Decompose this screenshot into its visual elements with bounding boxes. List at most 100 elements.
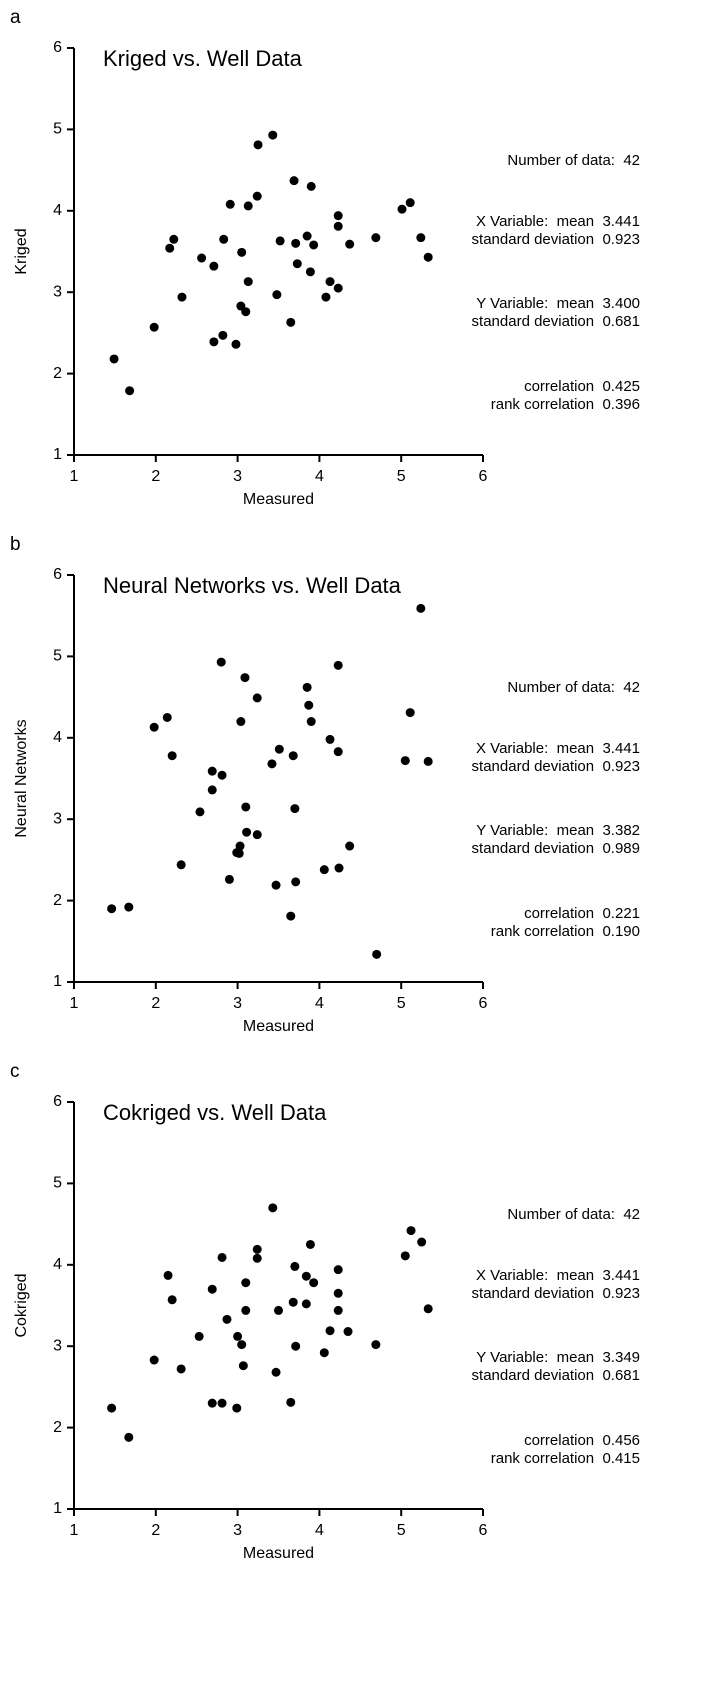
stat-annotation: Number of data: 42 xyxy=(507,152,640,169)
point xyxy=(237,1340,247,1350)
point xyxy=(333,747,343,757)
y-tick-label: 6 xyxy=(53,566,62,583)
stat-annotation: correlation 0.456 xyxy=(524,1432,640,1449)
point xyxy=(274,1305,283,1315)
x-axis-label: Measured xyxy=(243,491,314,508)
point xyxy=(169,234,179,244)
point xyxy=(275,236,285,246)
point xyxy=(423,756,433,766)
point xyxy=(238,1361,248,1371)
y-tick-label: 4 xyxy=(53,1256,62,1273)
panel-label: c xyxy=(10,1061,20,1082)
point xyxy=(176,1364,186,1374)
x-tick-label: 1 xyxy=(70,995,79,1012)
point xyxy=(149,1355,159,1365)
point xyxy=(162,712,172,722)
point xyxy=(302,682,312,692)
point xyxy=(217,1252,227,1262)
point xyxy=(290,1261,300,1271)
x-tick-label: 5 xyxy=(397,1522,406,1539)
point xyxy=(319,865,329,875)
x-tick-label: 5 xyxy=(397,468,406,485)
point xyxy=(334,863,344,873)
x-tick-label: 6 xyxy=(479,995,488,1012)
point xyxy=(217,770,227,780)
point xyxy=(149,322,159,332)
point xyxy=(107,1403,117,1413)
stat-annotation: X Variable: mean 3.441 xyxy=(476,1267,640,1284)
point xyxy=(345,239,355,249)
x-tick-label: 1 xyxy=(70,468,79,485)
y-axis-label: Cokriged xyxy=(13,1273,30,1337)
stat-annotation: Y Variable: mean 3.382 xyxy=(476,822,640,839)
point xyxy=(216,657,226,667)
stat-annotation: standard deviation 0.681 xyxy=(472,1367,640,1384)
point xyxy=(253,140,263,150)
point xyxy=(125,386,135,396)
chart-panel: c Cokriged vs. Well Data 1 2 3 4 5 6 1 2 3 4 5 6 Measu… xyxy=(10,1061,640,1562)
stat-annotation: Y Variable: mean 3.349 xyxy=(476,1349,640,1366)
point xyxy=(241,307,251,317)
point xyxy=(291,1341,301,1351)
y-axis-label: Kriged xyxy=(13,228,30,274)
point xyxy=(217,1398,227,1408)
point xyxy=(124,1432,134,1442)
stat-annotation: standard deviation 0.923 xyxy=(472,231,640,248)
point xyxy=(309,240,319,250)
point xyxy=(124,902,134,912)
point xyxy=(165,243,175,253)
point xyxy=(416,233,426,243)
x-tick-label: 4 xyxy=(315,468,324,485)
point xyxy=(274,744,284,754)
point xyxy=(343,1327,353,1337)
point xyxy=(290,804,300,814)
stat-annotation: rank correlation 0.415 xyxy=(491,1450,640,1467)
point xyxy=(292,259,302,269)
stat-annotation: standard deviation 0.681 xyxy=(472,313,640,330)
y-tick-label: 2 xyxy=(53,365,62,382)
point xyxy=(306,717,316,727)
x-tick-label: 5 xyxy=(397,995,406,1012)
x-axis-label: Measured xyxy=(243,1018,314,1035)
point xyxy=(149,722,159,732)
point xyxy=(291,877,301,887)
stat-annotation: correlation 0.425 xyxy=(524,378,640,395)
point xyxy=(271,880,281,890)
x-tick-label: 1 xyxy=(70,1522,79,1539)
y-tick-label: 1 xyxy=(53,446,62,463)
stat-annotation: Number of data: 42 xyxy=(507,1206,640,1223)
point xyxy=(252,693,262,703)
point xyxy=(271,1367,281,1377)
point xyxy=(305,1239,315,1249)
x-tick-label: 4 xyxy=(315,1522,324,1539)
x-tick-label: 2 xyxy=(151,1522,160,1539)
point xyxy=(309,1278,319,1288)
point xyxy=(234,848,244,858)
point xyxy=(240,673,250,683)
point xyxy=(194,1331,204,1341)
point xyxy=(218,330,228,340)
point xyxy=(241,1305,251,1315)
point xyxy=(371,1340,381,1350)
stat-annotation: rank correlation 0.396 xyxy=(491,396,640,413)
point xyxy=(372,949,382,959)
chart-title: Neural Networks vs. Well Data xyxy=(103,573,402,598)
point xyxy=(163,1270,173,1280)
point xyxy=(325,734,335,744)
x-tick-label: 3 xyxy=(233,468,242,485)
point xyxy=(301,1271,311,1281)
chart-title: Kriged vs. Well Data xyxy=(103,46,303,71)
x-tick-label: 4 xyxy=(315,995,324,1012)
point xyxy=(333,660,343,670)
stat-annotation: standard deviation 0.989 xyxy=(472,840,640,857)
point xyxy=(400,756,410,766)
point xyxy=(252,1253,262,1263)
stat-annotation: rank correlation 0.190 xyxy=(491,923,640,940)
point xyxy=(289,176,299,186)
y-tick-label: 5 xyxy=(53,1175,62,1192)
point xyxy=(333,221,343,231)
stat-annotation: Y Variable: mean 3.400 xyxy=(476,295,640,312)
point xyxy=(286,911,296,921)
point xyxy=(237,247,247,257)
